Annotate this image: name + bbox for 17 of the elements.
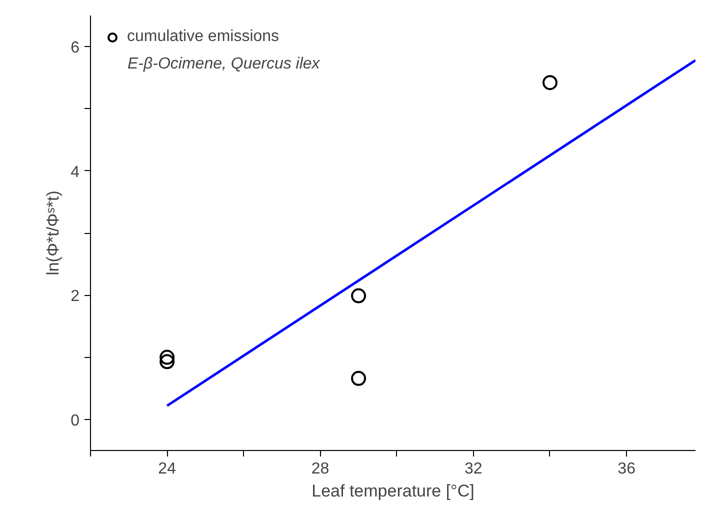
x-tick-label: 24 bbox=[158, 460, 176, 478]
y-tick-label: 0 bbox=[70, 412, 80, 430]
y-tick-label: 6 bbox=[70, 40, 80, 57]
point bbox=[542, 75, 558, 90]
point bbox=[160, 354, 175, 370]
x-axis-title: Leaf temperature [°C] bbox=[312, 482, 474, 500]
annotation: E-β-Ocimene, Quercus ilex bbox=[128, 56, 321, 72]
x-tick-label: 36 bbox=[618, 460, 636, 478]
x-tick-label: 28 bbox=[311, 460, 330, 478]
y-tick-label: 4 bbox=[70, 164, 80, 181]
y-tick-label: 2 bbox=[70, 288, 80, 306]
point bbox=[160, 350, 175, 365]
x-tick-label: 32 bbox=[464, 460, 482, 478]
point bbox=[351, 288, 366, 304]
point bbox=[351, 370, 366, 386]
y-axis-title: ln(Φ*t/Φˢ*t) bbox=[44, 190, 63, 276]
legend-label: cumulative emissions bbox=[127, 28, 280, 46]
